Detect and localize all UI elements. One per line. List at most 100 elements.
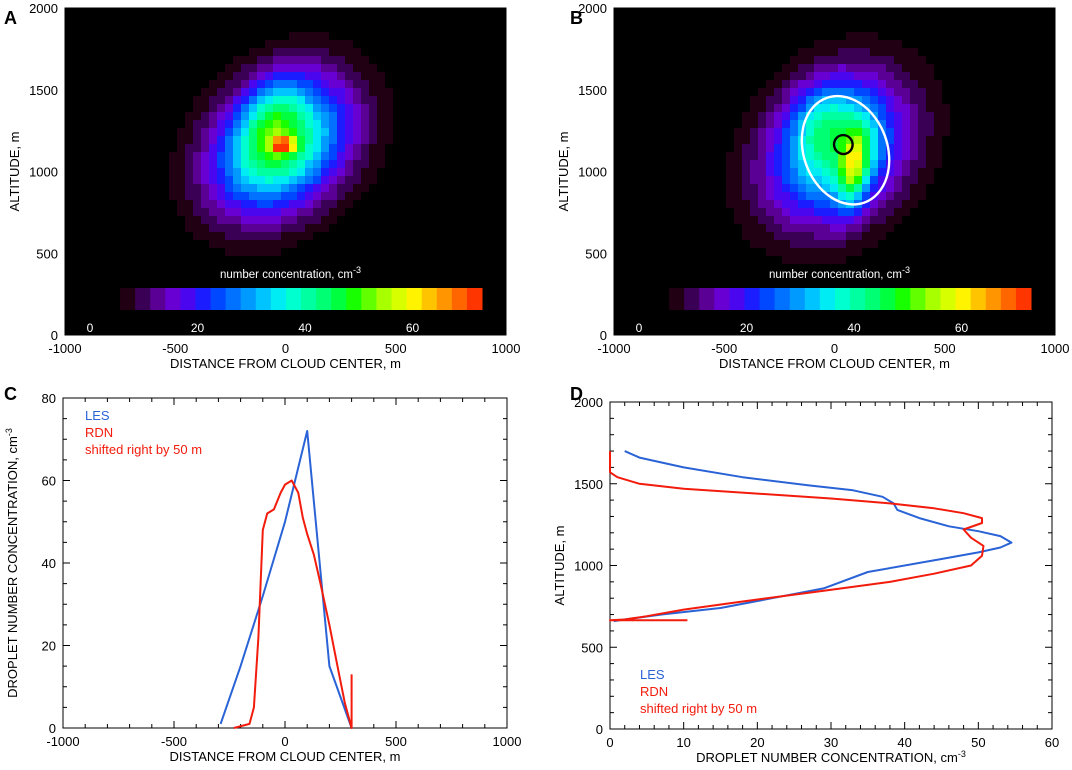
heatmap-cell (177, 104, 186, 113)
heatmap-cell (297, 128, 306, 137)
heatmap-cell (257, 248, 266, 257)
heatmap-cell (321, 232, 330, 241)
heatmap-cell (257, 144, 266, 153)
heatmap-cell (185, 168, 194, 177)
heatmap-cell (830, 128, 839, 137)
heatmap-cell (790, 72, 799, 81)
heatmap-cell (337, 200, 346, 209)
heatmap-cell (750, 88, 759, 97)
heatmap-cell (297, 176, 306, 185)
heatmap-cell (193, 192, 202, 201)
heatmap-cell (782, 56, 791, 65)
heatmap-cell (369, 152, 378, 161)
heatmap-cell (774, 208, 783, 217)
heatmap-cell (265, 248, 274, 257)
colorbar-swatch (240, 288, 257, 310)
heatmap-cell (217, 168, 226, 177)
heatmap-cell (718, 152, 727, 161)
heatmap-cell (766, 200, 775, 209)
heatmap-cell (185, 152, 194, 161)
heatmap-cell (337, 104, 346, 113)
heatmap-cell (369, 160, 378, 169)
heatmap-cell (345, 184, 354, 193)
heatmap-cell (329, 128, 338, 137)
heatmap-cell (241, 72, 250, 81)
heatmap-cell (361, 128, 370, 137)
heatmap-cell (361, 72, 370, 81)
heatmap-cell (894, 32, 903, 41)
heatmap-cell (742, 232, 751, 241)
heatmap-cell (337, 160, 346, 169)
heatmap-cell (942, 72, 951, 81)
heatmap-cell (249, 160, 258, 169)
heatmap-cell (798, 192, 807, 201)
heatmap-cell (241, 200, 250, 209)
heatmap-cell (353, 104, 362, 113)
heatmap-cell (305, 112, 314, 121)
heatmap-cell (313, 72, 322, 81)
heatmap-cell (910, 40, 919, 49)
heatmap-cell (169, 176, 178, 185)
x-tick-label: -500 (161, 734, 187, 749)
heatmap-cell (273, 136, 282, 145)
heatmap-cell (265, 32, 274, 41)
heatmap-cell (209, 120, 218, 129)
heatmap-cell (822, 32, 831, 41)
heatmap-cell (369, 56, 378, 65)
heatmap-cell (758, 80, 767, 89)
heatmap-cell (774, 136, 783, 145)
heatmap-cell (313, 40, 322, 49)
heatmap-cell (854, 32, 863, 41)
heatmap-cell (305, 248, 314, 257)
heatmap-cell (217, 72, 226, 81)
heatmap-cell (790, 56, 799, 65)
heatmap-cell (185, 96, 194, 105)
heatmap-cell (305, 192, 314, 201)
heatmap-cell (297, 88, 306, 97)
heatmap-cell (830, 192, 839, 201)
heatmap-cell (878, 32, 887, 41)
heatmap-cell (774, 216, 783, 225)
heatmap-cell (313, 192, 322, 201)
heatmap-cell (742, 104, 751, 113)
heatmap-cell (289, 80, 298, 89)
colorbar-swatch (451, 288, 468, 310)
heatmap-cell (870, 96, 879, 105)
heatmap-cell (854, 128, 863, 137)
heatmap-cell (806, 48, 815, 57)
heatmap-cell (345, 80, 354, 89)
heatmap-cell (345, 56, 354, 65)
heatmap-cell (830, 256, 839, 265)
heatmap-cell (782, 256, 791, 265)
heatmap-cell (281, 40, 290, 49)
heatmap-cell (838, 112, 847, 121)
heatmap-cell (209, 240, 218, 249)
series-line-rdn (609, 451, 985, 622)
heatmap-cell (918, 168, 927, 177)
heatmap-cell (758, 168, 767, 177)
heatmap-cell (790, 208, 799, 217)
heatmap-cell (273, 64, 282, 73)
heatmap-cell (918, 192, 927, 201)
heatmap-cell (774, 128, 783, 137)
colorbar-swatch (1015, 288, 1032, 310)
heatmap-cell (910, 80, 919, 89)
heatmap-cell (241, 96, 250, 105)
heatmap-cell (281, 128, 290, 137)
heatmap-cell (862, 256, 871, 265)
heatmap-cell (401, 112, 410, 121)
heatmap-cell (217, 160, 226, 169)
heatmap-cell (249, 152, 258, 161)
heatmap-cell (894, 232, 903, 241)
colorbar-swatch (714, 288, 730, 310)
heatmap-cell (369, 136, 378, 145)
heatmap-cell (201, 144, 210, 153)
heatmap-cell (822, 168, 831, 177)
heatmap-cell (838, 88, 847, 97)
heatmap-cell (297, 152, 306, 161)
heatmap-cell (369, 184, 378, 193)
heatmap-cell (217, 120, 226, 129)
heatmap-cell (329, 96, 338, 105)
heatmap-cell (289, 240, 298, 249)
heatmap-cell (233, 152, 242, 161)
